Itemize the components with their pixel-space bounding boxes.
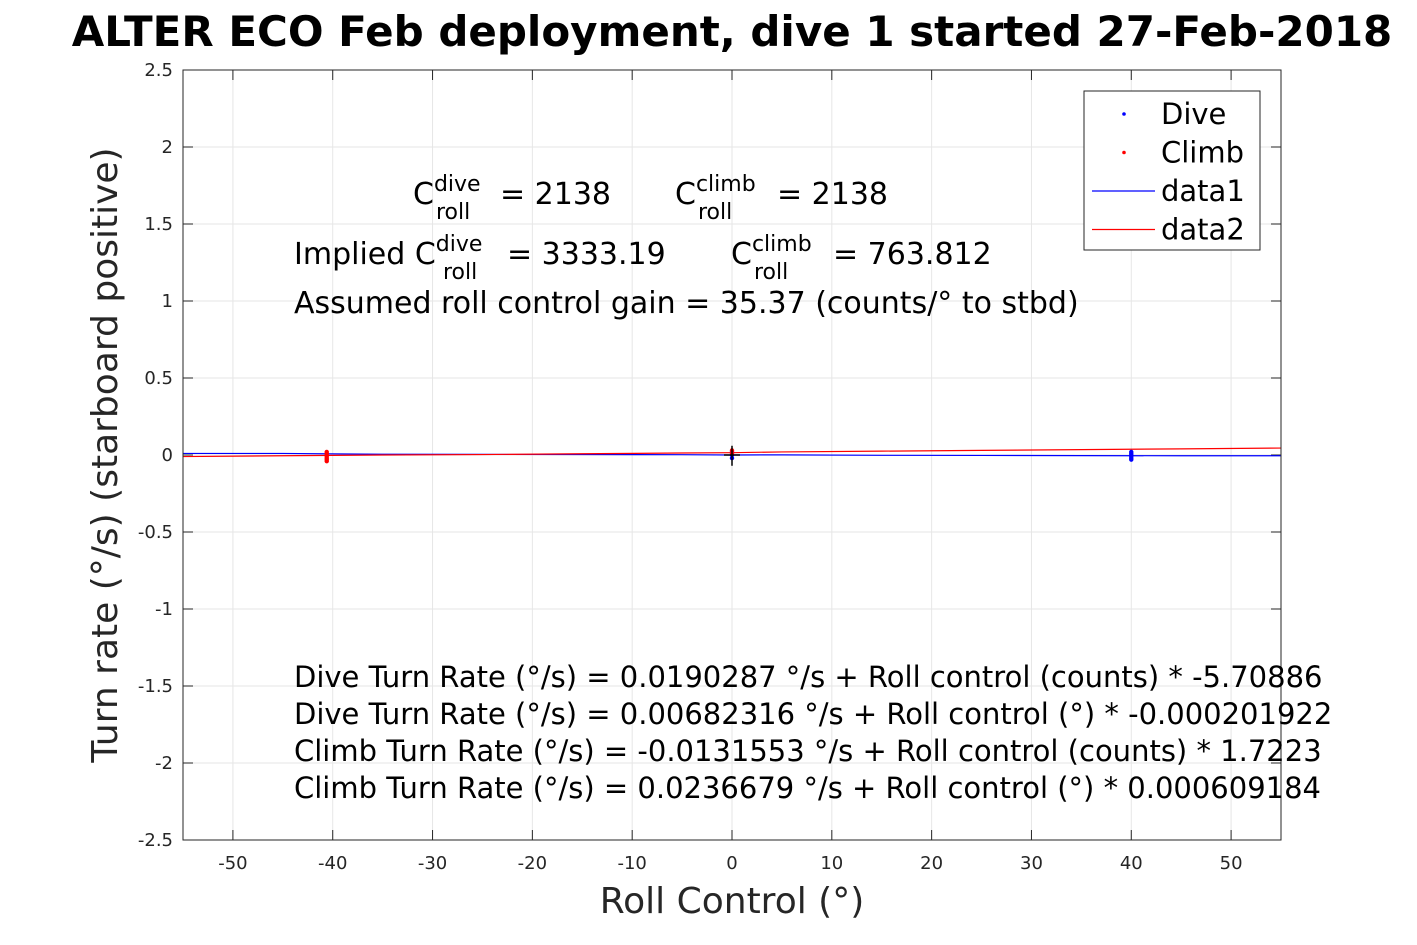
x-tick-label: -10 [617, 853, 646, 874]
gain-annotation: Assumed roll control gain = 35.37 (count… [294, 286, 1079, 321]
legend-marker-climb [1122, 150, 1126, 155]
y-tick-label: 1.5 [144, 214, 173, 235]
axis-ticks [183, 69, 1281, 841]
series-point-climb [324, 449, 329, 455]
legend: Dive Climb data1 data2 [1083, 90, 1261, 251]
x-tick-label: 40 [1120, 853, 1143, 874]
x-tick-labels: -50 -40 -30 -20 -10 0 10 20 30 40 50 [218, 853, 1242, 874]
x-tick-label: 0 [726, 853, 737, 874]
x-tick-label: 20 [920, 853, 943, 874]
legend-label: data1 [1161, 174, 1245, 208]
implied-c-roll-climb-text: Cclimb roll= 763.812 [731, 232, 992, 285]
y-tick-label: 2 [162, 137, 173, 158]
equation-climb-degrees: Climb Turn Rate (°/s) = 0.0236679 °/s + … [294, 771, 1321, 805]
series-layer [183, 445, 1281, 466]
y-tick-label: 1 [162, 291, 173, 312]
legend-label: Dive [1161, 97, 1226, 131]
y-tick-label: 0.5 [144, 368, 173, 389]
y-tick-labels: -2.5 -2 -1.5 -1 -0.5 0 0.5 1 1.5 2 2.5 [138, 60, 173, 851]
x-tick-label: -50 [218, 853, 247, 874]
y-tick-label: 2.5 [144, 60, 173, 81]
implied-c-roll-dive-text: Implied Cdive roll= 3333.19 [294, 232, 666, 285]
series-point-dive [1129, 449, 1134, 455]
y-tick-label: 0 [162, 445, 173, 466]
equation-dive-counts: Dive Turn Rate (°/s) = 0.0190287 °/s + R… [294, 660, 1322, 694]
y-tick-label: -2.5 [138, 830, 173, 851]
x-tick-label: 50 [1220, 853, 1243, 874]
x-tick-label: -40 [318, 853, 347, 874]
equation-climb-counts: Climb Turn Rate (°/s) = -0.0131553 °/s +… [294, 734, 1322, 768]
y-tick-label: -1.5 [138, 676, 173, 697]
c-roll-dive-text: Cdive roll= 2138 [413, 172, 611, 225]
legend-marker-dive [1122, 112, 1126, 116]
c-roll-annotation-row: Cdive roll= 2138 Cclimb roll= 2138 [413, 172, 888, 225]
chart-title: ALTER ECO Feb deployment, dive 1 started… [72, 7, 1393, 56]
x-tick-label: 30 [1020, 853, 1043, 874]
y-tick-label: -0.5 [138, 522, 173, 543]
plot-frame [182, 69, 1282, 841]
regression-equations: Dive Turn Rate (°/s) = 0.0190287 °/s + R… [294, 660, 1332, 805]
x-tick-label: -30 [418, 853, 447, 874]
y-tick-label: -2 [155, 753, 173, 774]
legend-label: Climb [1161, 136, 1244, 170]
implied-c-roll-row: Implied Cdive roll= 3333.19 Cclimb roll= 7… [294, 232, 992, 285]
legend-box [1083, 90, 1261, 251]
x-tick-label: -20 [518, 853, 547, 874]
equation-dive-degrees: Dive Turn Rate (°/s) = 0.00682316 °/s + … [294, 697, 1332, 731]
y-tick-label: -1 [155, 599, 173, 620]
y-axis-label: Turn rate (°/s) (starboard positive) [85, 147, 126, 763]
x-axis-label: Roll Control (°) [600, 881, 865, 922]
legend-label: data2 [1161, 213, 1245, 247]
x-tick-label: 10 [820, 853, 843, 874]
c-roll-climb-text: Cclimb roll= 2138 [675, 172, 888, 225]
